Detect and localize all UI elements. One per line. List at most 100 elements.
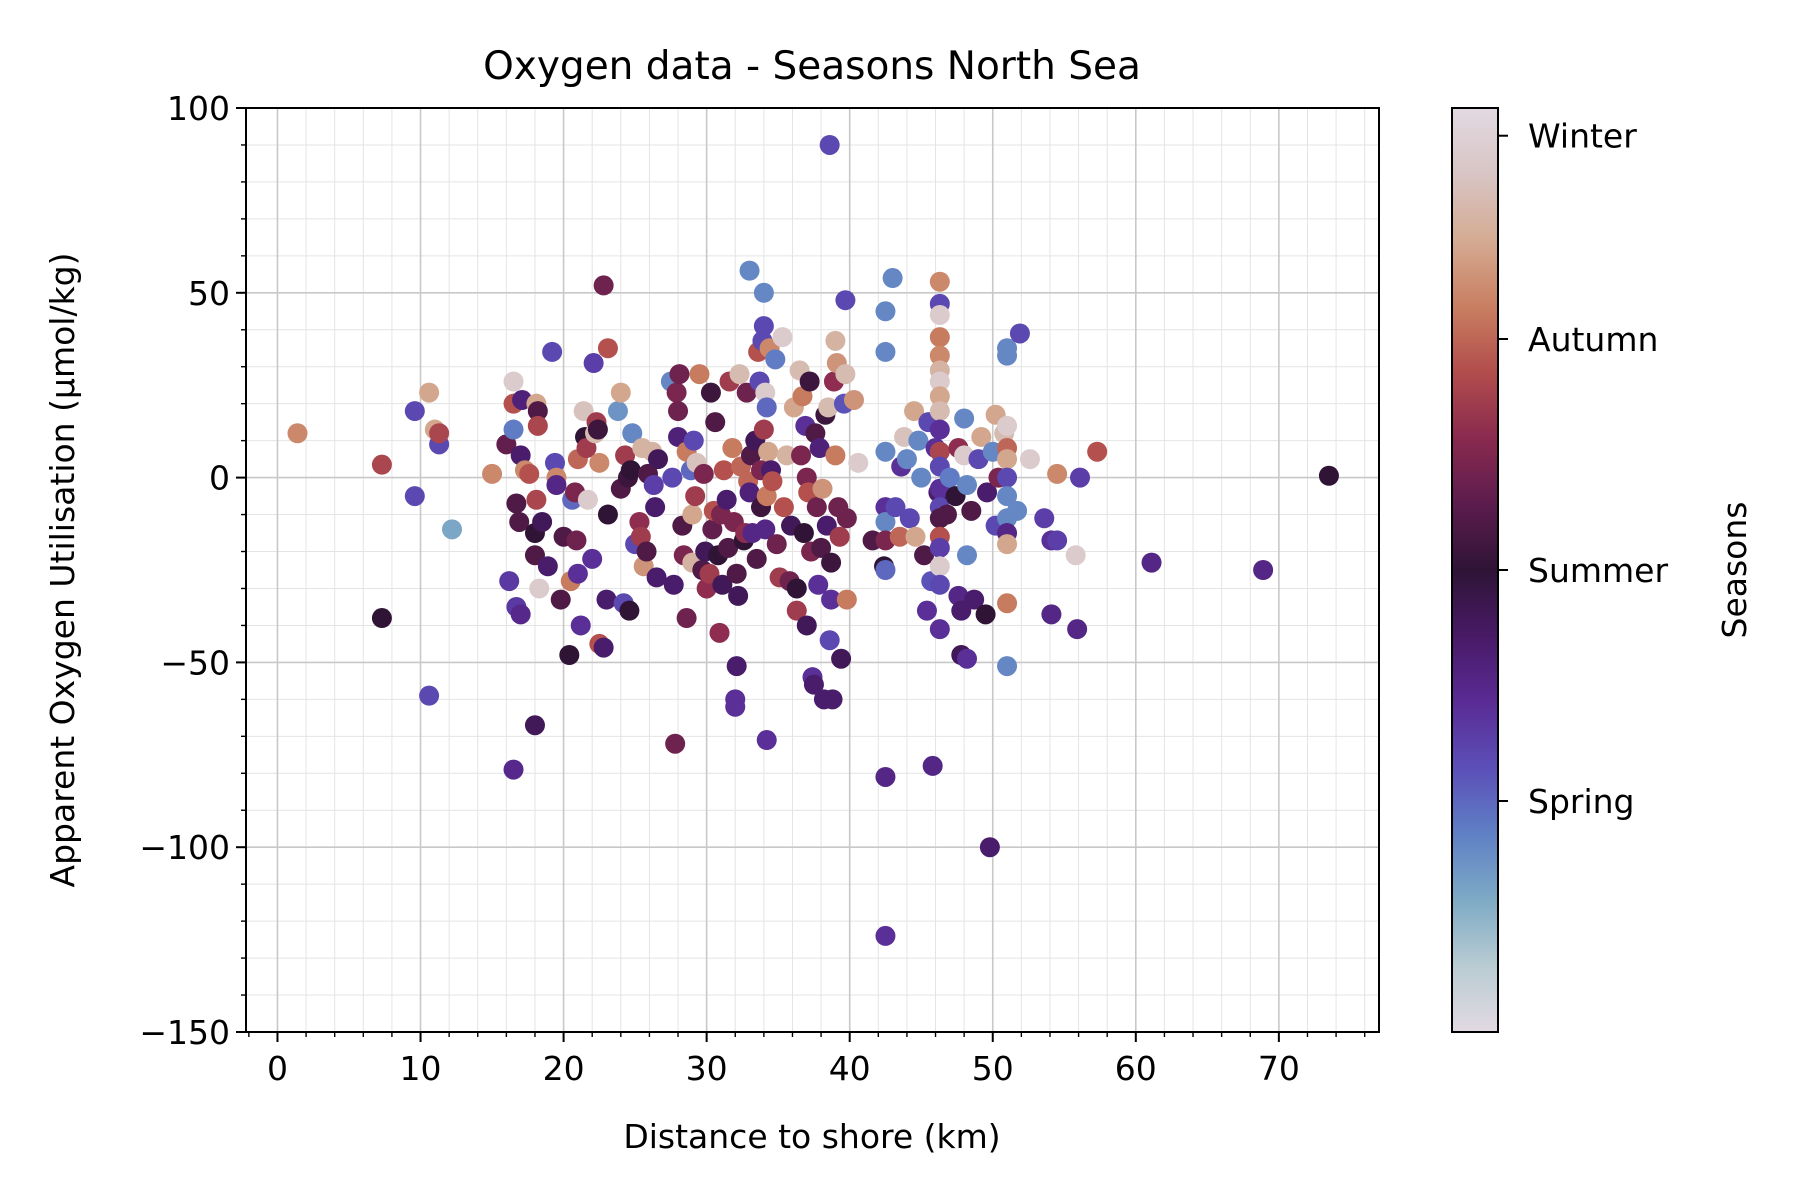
data-point [607, 401, 628, 422]
data-point [811, 537, 832, 558]
chart-title: Oxygen data - Seasons North Sea [483, 44, 1141, 89]
data-point [796, 467, 817, 488]
data-point [524, 715, 545, 736]
data-point [683, 430, 704, 451]
data-point [929, 371, 950, 392]
data-point [979, 837, 1000, 858]
data-point [812, 478, 833, 499]
data-point [806, 497, 827, 518]
data-point [922, 755, 943, 776]
data-point [537, 556, 558, 577]
data-point [929, 419, 950, 440]
data-point [526, 489, 547, 510]
data-point [997, 345, 1018, 366]
data-point [404, 486, 425, 507]
data-point [961, 500, 982, 521]
data-point [829, 526, 850, 547]
data-point [796, 615, 817, 636]
data-point [419, 685, 440, 706]
data-point [792, 386, 813, 407]
data-point [756, 397, 777, 418]
data-point [663, 574, 684, 595]
data-point [875, 925, 896, 946]
data-point [566, 530, 587, 551]
data-point [645, 497, 666, 518]
data-point [739, 260, 760, 281]
data-point [404, 401, 425, 422]
minor-grid [246, 108, 1379, 1032]
data-point [929, 401, 950, 422]
y-tick-label: 50 [188, 274, 230, 313]
data-point [977, 482, 998, 503]
data-point [929, 304, 950, 325]
colorbar-tick-label: Summer [1528, 551, 1668, 590]
data-point [875, 511, 896, 532]
y-tick-label: −100 [139, 828, 230, 867]
data-point [755, 382, 776, 403]
data-point [786, 600, 807, 621]
data-point [739, 482, 760, 503]
x-tick-label: 20 [543, 1049, 585, 1088]
data-point [904, 401, 925, 422]
data-point [1019, 449, 1040, 470]
data-point [997, 593, 1018, 614]
data-point [809, 438, 830, 459]
data-point [506, 493, 527, 514]
data-point [821, 589, 842, 610]
plot-frame [245, 107, 1380, 1033]
data-point [583, 353, 604, 374]
data-point [1087, 441, 1108, 462]
data-point [929, 327, 950, 348]
data-point [773, 497, 794, 518]
data-point [582, 548, 603, 569]
x-tick-label: 40 [829, 1049, 871, 1088]
data-point [997, 534, 1018, 555]
data-point [668, 426, 689, 447]
data-point [975, 604, 996, 625]
data-point [696, 578, 717, 599]
data-point [589, 452, 610, 473]
data-point [755, 519, 776, 540]
data-point [1070, 467, 1091, 488]
y-tick-label: −150 [139, 1013, 230, 1052]
data-point [786, 578, 807, 599]
data-point [593, 275, 614, 296]
data-point [636, 541, 657, 562]
data-point [529, 578, 550, 599]
x-tick-label: 30 [686, 1049, 728, 1088]
data-point [948, 585, 969, 606]
data-point [803, 674, 824, 695]
data-point [753, 419, 774, 440]
data-point [929, 619, 950, 640]
data-point [646, 567, 667, 588]
data-point [722, 438, 743, 459]
data-point [550, 589, 571, 610]
data-point [835, 364, 856, 385]
data-point [542, 341, 563, 362]
data-point [718, 537, 739, 558]
x-tick-label: 50 [972, 1049, 1014, 1088]
data-point [997, 467, 1018, 488]
data-point [875, 341, 896, 362]
data-point [287, 423, 308, 444]
data-point [728, 585, 749, 606]
data-point [929, 441, 950, 462]
data-point [622, 423, 643, 444]
data-point [791, 445, 812, 466]
data-point [889, 526, 910, 547]
data-point [1141, 552, 1162, 573]
data-point [899, 508, 920, 529]
data-point [905, 526, 926, 547]
data-point [503, 759, 524, 780]
data-point [371, 454, 392, 475]
data-point [429, 423, 450, 444]
data-point [1041, 604, 1062, 625]
data-point [668, 401, 689, 422]
data-point [716, 489, 737, 510]
data-point [593, 637, 614, 658]
data-point [519, 463, 540, 484]
data-point [831, 648, 852, 669]
data-point [954, 408, 975, 429]
data-point [753, 316, 774, 337]
colorbar-tick-label: Autumn [1528, 320, 1658, 359]
